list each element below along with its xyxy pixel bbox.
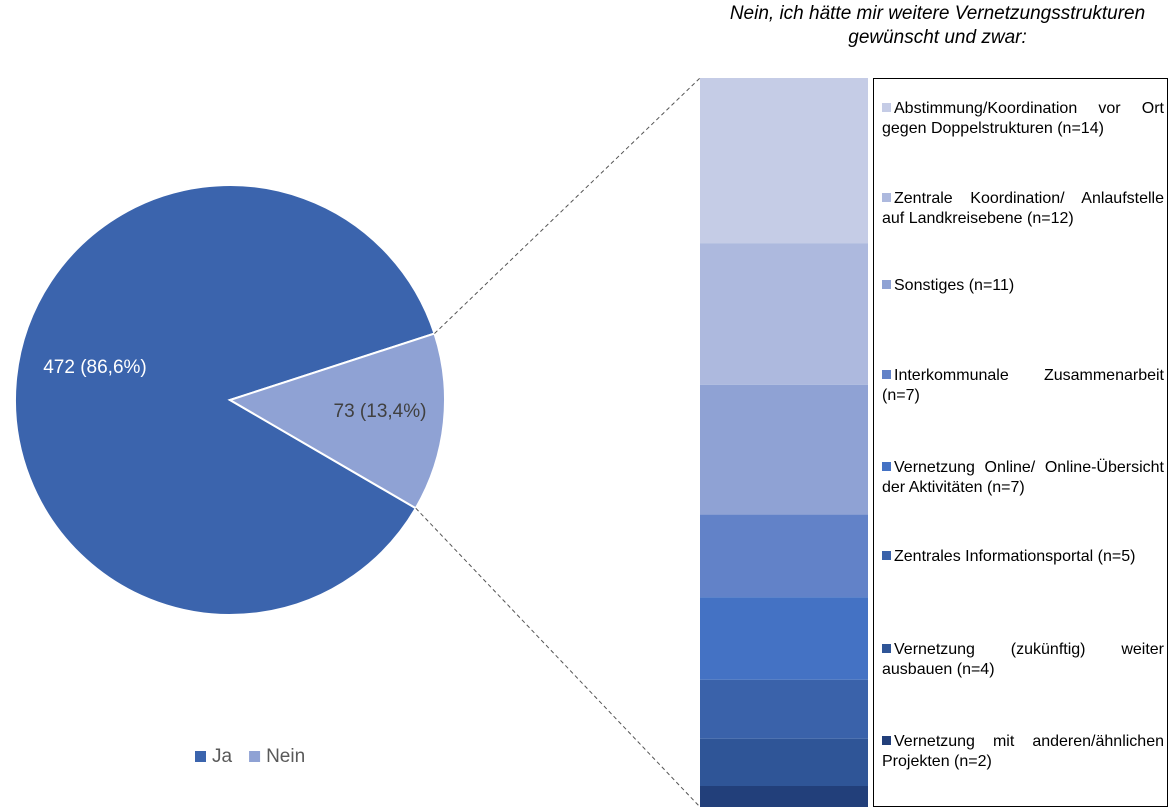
- bar-segment: [700, 384, 868, 515]
- legend: Abstimmung/Koordination vor Ort gegen Do…: [873, 78, 1168, 807]
- legend-swatch: [882, 736, 891, 745]
- chart-title: Nein, ich hätte mir weitere Vernetzungss…: [729, 3, 1146, 48]
- legend-label: Vernetzung Online/ Online-Übersicht der …: [882, 459, 1164, 496]
- bar-segment: [700, 243, 868, 385]
- legend-swatch: [882, 462, 891, 471]
- legend-item: Vernetzung (zukünftig) weiter ausbauen (…: [882, 640, 1164, 680]
- legend-swatch: [882, 193, 891, 202]
- data-label: 73 (13,4%): [334, 401, 427, 422]
- legend-swatch: [882, 551, 891, 560]
- legend-label: Zentrale Koordination/ Anlaufstelle auf …: [882, 190, 1164, 227]
- bar-segment: [700, 679, 868, 739]
- bar-segment: [700, 738, 868, 786]
- legend-swatch: [882, 280, 891, 289]
- legend-item: Zentrales Informationsportal (n=5): [882, 547, 1164, 567]
- bar-segment: [700, 78, 868, 244]
- legend-label: Abstimmung/Koordination vor Ort gegen Do…: [882, 100, 1164, 137]
- legend-label: Ja: [212, 746, 233, 767]
- data-label: 472 (86,6%): [43, 357, 147, 378]
- legend-label: Sonstiges (n=11): [894, 277, 1015, 294]
- legend-label: Nein: [266, 746, 305, 767]
- bar-segment: [700, 786, 868, 807]
- pie-slice: [14, 184, 436, 616]
- bar-segment: [700, 514, 868, 598]
- connector: [415, 507, 701, 807]
- legend-item: Vernetzung Online/ Online-Übersicht der …: [882, 458, 1164, 498]
- legend-swatch: [195, 751, 206, 762]
- legend-label: Vernetzung mit anderen/ähnlichen Projekt…: [882, 733, 1164, 770]
- legend-item: Vernetzung mit anderen/ähnlichen Projekt…: [882, 732, 1164, 772]
- bar-segment: [700, 597, 868, 680]
- legend-swatch: [882, 644, 891, 653]
- legend-item: Interkommunale Zusammenarbeit (n=7): [882, 366, 1164, 406]
- legend-swatch: [882, 103, 891, 112]
- legend-swatch: [249, 751, 261, 762]
- legend-label: Vernetzung (zukünftig) weiter ausbauen (…: [882, 641, 1164, 678]
- connector: [434, 77, 701, 334]
- legend-item: Zentrale Koordination/ Anlaufstelle auf …: [882, 189, 1164, 229]
- legend-item: Abstimmung/Koordination vor Ort gegen Do…: [882, 99, 1164, 139]
- legend-item: Sonstiges (n=11): [882, 276, 1164, 296]
- legend-label: Interkommunale Zusammenarbeit (n=7): [882, 367, 1164, 404]
- pie-slice: [227, 332, 446, 510]
- legend-label: Zentrales Informationsportal (n=5): [894, 548, 1136, 565]
- legend-swatch: [882, 370, 891, 379]
